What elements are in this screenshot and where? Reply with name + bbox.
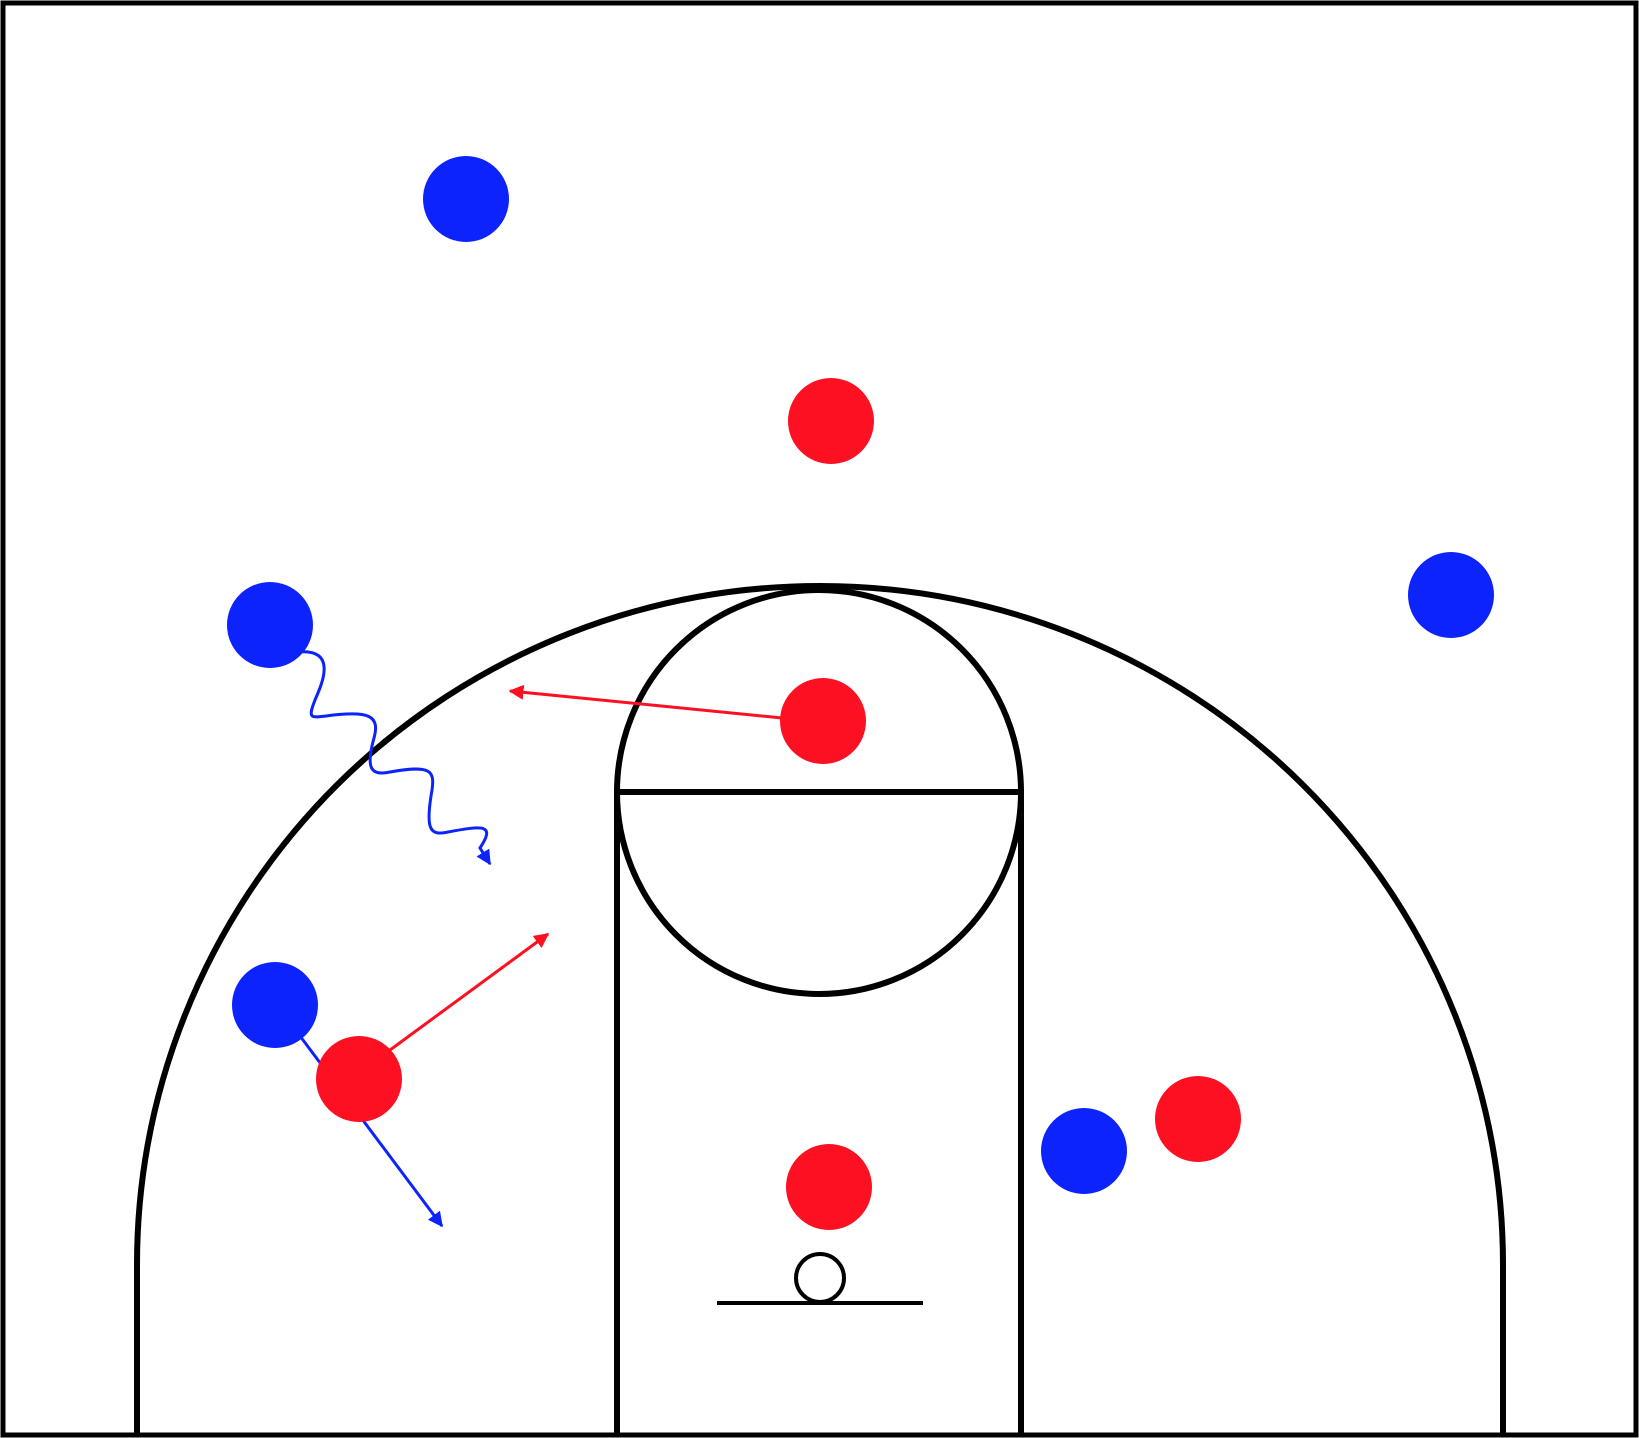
player-blue-6 bbox=[232, 962, 318, 1048]
free-throw-lane bbox=[614, 789, 1024, 1435]
player-blue-1 bbox=[423, 156, 509, 242]
pass-arrow-low bbox=[389, 932, 550, 1052]
players-layer bbox=[227, 156, 1494, 1230]
pass-arrow-top bbox=[508, 684, 783, 720]
dribble-arrow bbox=[297, 650, 492, 866]
player-red-5 bbox=[780, 678, 866, 764]
player-red-7 bbox=[316, 1036, 402, 1122]
player-blue-3 bbox=[227, 582, 313, 668]
player-red-9 bbox=[1155, 1076, 1241, 1162]
player-blue-4 bbox=[1408, 552, 1494, 638]
free-throw-circle bbox=[614, 587, 1024, 997]
three-point-line bbox=[134, 583, 1506, 1435]
hoop bbox=[794, 1252, 846, 1304]
player-red-10 bbox=[786, 1144, 872, 1230]
player-blue-8 bbox=[1041, 1108, 1127, 1194]
player-red-2 bbox=[788, 378, 874, 464]
